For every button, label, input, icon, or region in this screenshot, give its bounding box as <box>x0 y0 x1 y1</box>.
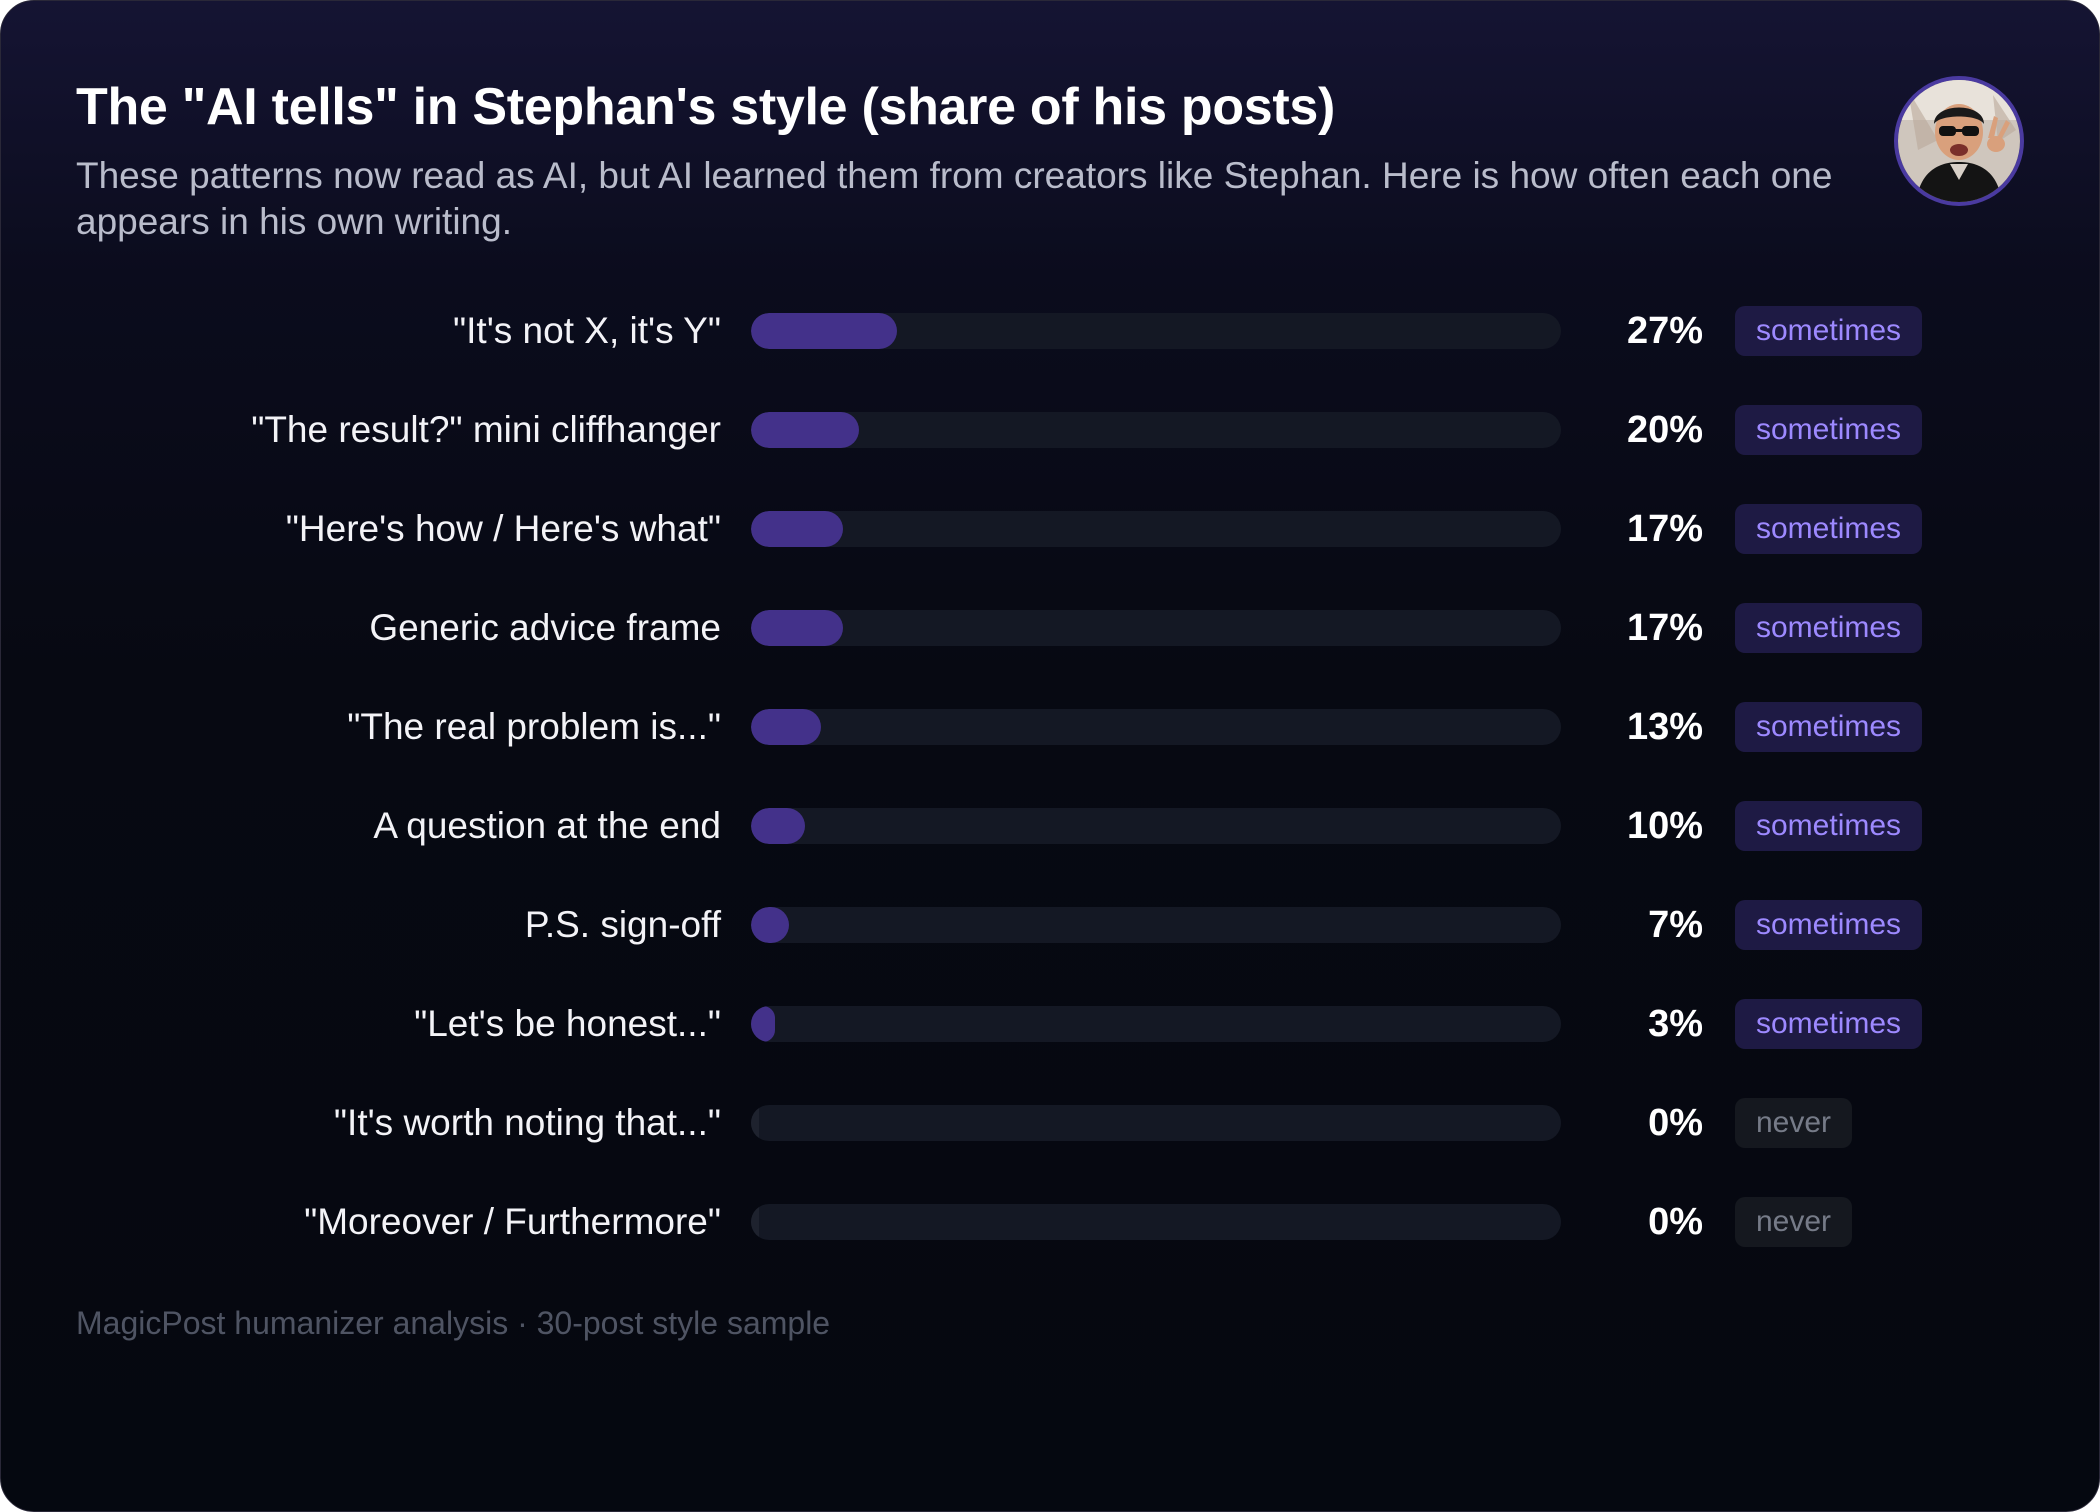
bar-row: "It's worth noting that..." 0% never <box>1 1093 2099 1153</box>
category-label: "It's worth noting that..." <box>333 1102 721 1143</box>
chart-subtitle: These patterns now read as AI, but AI le… <box>76 155 1833 242</box>
frequency-badge: sometimes <box>1735 504 1923 554</box>
bar-row: "Here's how / Here's what" 17% sometimes <box>1 499 2099 559</box>
frequency-badge: never <box>1735 1098 1853 1148</box>
category-label: Generic advice frame <box>369 607 721 648</box>
bar <box>751 709 822 745</box>
frequency-badge: sometimes <box>1735 603 1923 653</box>
bar <box>751 511 843 547</box>
value-label: 0% <box>1648 1102 1703 1144</box>
bar-row: "The real problem is..." 13% sometimes <box>1 697 2099 757</box>
value-label: 0% <box>1648 1201 1703 1243</box>
bar <box>751 907 789 943</box>
value-label: 20% <box>1626 409 1703 451</box>
bar <box>751 1006 775 1042</box>
category-label: "Moreover / Furthermore" <box>304 1201 721 1242</box>
value-label: 27% <box>1626 310 1703 352</box>
bar-row: Generic advice frame 17% sometimes <box>1 598 2099 658</box>
bar-track <box>751 907 1561 943</box>
bar-row: P.S. sign-off 7% sometimes <box>1 895 2099 955</box>
category-label: P.S. sign-off <box>524 904 721 945</box>
value-label: 17% <box>1626 607 1703 649</box>
bar-track <box>751 313 1561 349</box>
category-label: "It's not X, it's Y" <box>453 310 721 351</box>
value-label: 3% <box>1648 1003 1703 1045</box>
category-label: A question at the end <box>373 805 721 846</box>
bar-track <box>751 1204 1561 1240</box>
value-label: 13% <box>1626 706 1703 748</box>
bar-track <box>751 1006 1561 1042</box>
bar <box>751 808 805 844</box>
category-label: "The real problem is..." <box>347 706 721 747</box>
value-label: 7% <box>1648 904 1703 946</box>
avatar <box>1894 76 2024 206</box>
bar-row: "Moreover / Furthermore" 0% never <box>1 1192 2099 1252</box>
value-label: 17% <box>1626 508 1703 550</box>
bar-track <box>751 709 1561 745</box>
bar-track <box>751 1105 1561 1141</box>
chart-title: The "AI tells" in Stephan's style (share… <box>76 78 1336 136</box>
bar-row: "It's not X, it's Y" 27% sometimes <box>1 301 2099 361</box>
bar <box>751 1204 759 1240</box>
frequency-badge: sometimes <box>1735 801 1923 851</box>
value-label: 10% <box>1626 805 1703 847</box>
footer-note: MagicPost humanizer analysis · 30-post s… <box>76 1305 831 1341</box>
profile-photo-avatar-icon <box>1898 80 2020 202</box>
frequency-badge: never <box>1735 1197 1853 1247</box>
category-label: "Let's be honest..." <box>414 1003 721 1044</box>
bar <box>751 610 843 646</box>
category-label: "The result?" mini cliffhanger <box>251 409 721 450</box>
bar-row: "Let's be honest..." 3% sometimes <box>1 994 2099 1054</box>
bar-row: A question at the end 10% sometimes <box>1 796 2099 856</box>
bar-row: "The result?" mini cliffhanger 20% sometim… <box>1 400 2099 460</box>
bar-track <box>751 808 1561 844</box>
frequency-badge: sometimes <box>1735 900 1923 950</box>
bar-track <box>751 412 1561 448</box>
frequency-badge: sometimes <box>1735 999 1923 1049</box>
frequency-badge: sometimes <box>1735 405 1923 455</box>
bar-track <box>751 511 1561 547</box>
frequency-badge: sometimes <box>1735 702 1923 752</box>
bar <box>751 1105 759 1141</box>
bar-track <box>751 610 1561 646</box>
bar <box>751 313 897 349</box>
frequency-badge: sometimes <box>1735 306 1923 356</box>
bar <box>751 412 859 448</box>
category-label: "Here's how / Here's what" <box>285 508 721 549</box>
